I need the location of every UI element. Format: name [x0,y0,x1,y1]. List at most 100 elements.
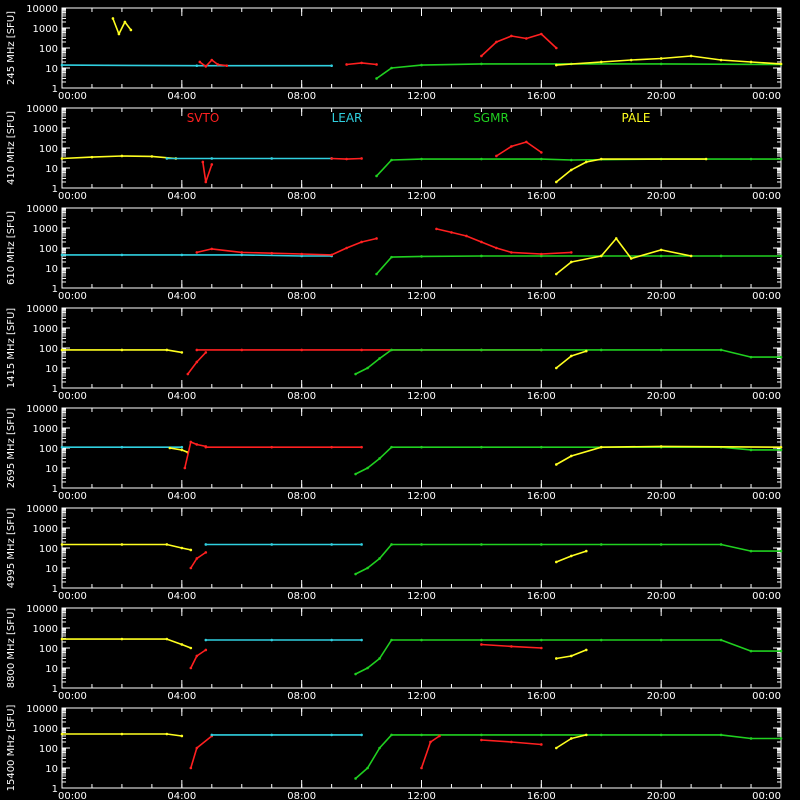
x-tick-label: 16:00 [527,191,556,202]
y-tick-label: 1 [52,584,58,595]
data-point-pale [555,272,558,276]
y-tick-label: 1 [52,784,58,795]
data-point-pale [150,155,154,158]
data-point-lear [60,445,64,449]
y-tick-label: 10 [45,164,58,175]
data-point-pale [180,734,184,738]
data-point-sgmr [420,255,423,258]
y-tick-label: 10 [45,564,58,575]
data-point-svto [210,58,214,62]
data-point-pale [165,732,169,736]
data-point-sgmr [420,157,423,161]
y-tick-label: 10 [45,264,58,275]
data-point-sgmr [378,357,381,360]
x-tick-label: 12:00 [407,491,436,502]
data-point-sgmr [480,445,483,449]
data-point-sgmr [719,638,723,642]
data-point-svto [435,227,438,231]
data-point-svto [195,557,199,560]
x-tick-label: 00:00 [752,91,781,102]
data-point-lear [300,254,303,258]
data-point-svto [438,734,441,738]
x-tick-label: 00:00 [58,491,87,502]
data-point-svto [375,237,378,240]
y-axis-label: 245 MHz [SFU] [6,11,17,85]
data-point-sgmr [366,366,369,370]
y-axis-label: 8800 MHz [SFU] [6,608,17,689]
x-tick-label: 04:00 [167,591,196,602]
y-axis-label: 4995 MHz [SFU] [6,508,17,589]
panel-frame [61,507,782,589]
data-point-svto [195,654,199,658]
data-point-sgmr [420,733,423,737]
data-point-sgmr [540,638,543,642]
y-tick-label: 1 [52,384,58,395]
data-point-svto [360,157,363,160]
x-tick-label: 04:00 [167,291,196,302]
y-tick-label: 1 [52,184,58,195]
x-tick-label: 00:00 [752,791,781,800]
panel-frame [61,307,782,389]
y-tick-label: 1000 [33,24,58,35]
data-point-sgmr [390,255,393,259]
series-pale-line [555,734,587,749]
data-point-pale [189,646,193,650]
data-point-sgmr [480,638,483,642]
data-point-sgmr [749,549,753,553]
data-point-sgmr [659,62,663,66]
data-point-pale [60,543,64,546]
data-point-lear [210,157,214,160]
x-tick-label: 16:00 [527,291,556,302]
data-point-sgmr [378,657,381,660]
series-svto-line [480,33,557,57]
data-point-lear [60,253,64,257]
series-svto-line [202,161,213,183]
data-point-sgmr [366,666,369,670]
data-point-lear [120,253,124,257]
data-point-svto [480,54,483,58]
data-point-sgmr [480,157,483,161]
y-tick-label: 10000 [26,404,58,415]
data-point-pale [629,58,633,62]
data-point-pale [584,549,588,553]
data-point-sgmr [366,466,369,470]
data-point-svto [540,32,543,36]
series-pale-line [61,155,176,160]
data-point-sgmr [354,672,357,676]
data-point-pale [659,248,663,252]
data-point-sgmr [779,157,783,161]
x-tick-label: 00:00 [58,91,87,102]
y-tick-label: 1000 [33,724,58,735]
data-point-sgmr [390,733,393,737]
x-tick-label: 12:00 [407,91,436,102]
data-point-lear [240,253,244,257]
y-tick-label: 100 [39,544,58,555]
series-sgmr-line [355,639,781,675]
panel-frame [61,207,782,289]
x-tick-label: 00:00 [752,291,781,302]
data-point-pale [689,254,693,258]
x-tick-label: 20:00 [647,691,676,702]
data-point-svto [204,351,208,354]
data-point-sgmr [540,543,543,546]
data-point-pale [555,463,558,466]
y-tick-label: 10000 [26,104,58,115]
y-tick-label: 10 [45,464,58,475]
x-tick-label: 00:00 [58,391,87,402]
x-tick-label: 04:00 [167,491,196,502]
data-point-sgmr [719,254,723,258]
y-tick-label: 100 [39,744,58,755]
data-point-pale [779,62,783,66]
x-tick-label: 04:00 [167,91,196,102]
data-point-svto [300,348,303,352]
y-tick-label: 10 [45,64,58,75]
data-point-pale [569,654,573,658]
data-point-lear [360,733,363,737]
y-tick-label: 10000 [26,304,58,315]
data-point-svto [201,160,205,164]
y-axis-label: 2695 MHz [SFU] [6,408,17,489]
series-svto-line [495,141,542,157]
data-point-svto [195,251,199,254]
